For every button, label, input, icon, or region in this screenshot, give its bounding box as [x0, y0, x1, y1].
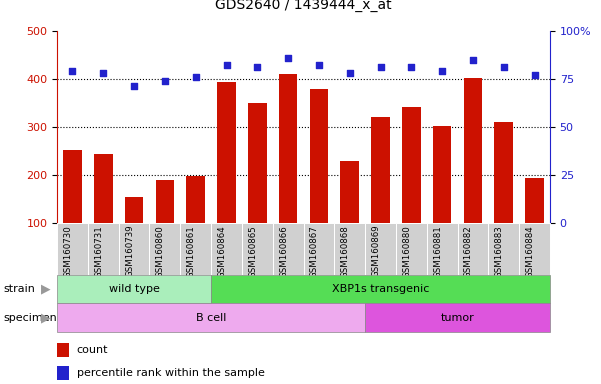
Bar: [180, 223, 211, 275]
Text: GSM160731: GSM160731: [94, 225, 103, 278]
Bar: [119, 223, 150, 275]
Text: GSM160883: GSM160883: [495, 225, 504, 278]
Bar: [57, 366, 70, 380]
Point: [129, 83, 139, 89]
Point: [345, 70, 355, 76]
Text: B cell: B cell: [196, 313, 227, 323]
Point: [438, 68, 447, 74]
Bar: [150, 223, 180, 275]
Text: ▶: ▶: [41, 283, 50, 295]
Text: GSM160868: GSM160868: [341, 225, 350, 278]
Bar: [156, 180, 174, 223]
Point: [99, 70, 108, 76]
Bar: [186, 176, 205, 223]
Bar: [273, 223, 304, 275]
Text: GDS2640 / 1439444_x_at: GDS2640 / 1439444_x_at: [215, 0, 392, 12]
Point: [252, 64, 262, 70]
Text: tumor: tumor: [441, 313, 474, 323]
Bar: [457, 223, 489, 275]
Text: count: count: [77, 345, 108, 355]
Bar: [310, 89, 328, 223]
Bar: [94, 154, 112, 223]
Bar: [495, 122, 513, 223]
Text: GSM160864: GSM160864: [218, 225, 227, 278]
Text: percentile rank within the sample: percentile rank within the sample: [77, 368, 264, 378]
Bar: [489, 223, 519, 275]
Point: [314, 62, 324, 68]
Point: [283, 55, 293, 61]
Point: [222, 62, 231, 68]
Text: GSM160867: GSM160867: [310, 225, 319, 278]
Text: GSM160861: GSM160861: [187, 225, 196, 278]
Text: GSM160869: GSM160869: [371, 225, 380, 277]
Point: [68, 68, 78, 74]
Text: GSM160884: GSM160884: [525, 225, 534, 278]
Point: [191, 74, 201, 80]
Bar: [365, 223, 396, 275]
Bar: [464, 78, 482, 223]
Point: [160, 78, 169, 84]
Bar: [519, 223, 550, 275]
Text: GSM160730: GSM160730: [64, 225, 73, 278]
Text: specimen: specimen: [3, 313, 56, 323]
Point: [529, 72, 539, 78]
Bar: [57, 343, 70, 357]
Text: GSM160866: GSM160866: [279, 225, 288, 278]
Bar: [304, 223, 334, 275]
Bar: [242, 223, 273, 275]
Point: [468, 56, 478, 63]
Point: [499, 64, 508, 70]
Bar: [57, 275, 211, 303]
Bar: [402, 107, 421, 223]
Bar: [433, 126, 451, 223]
Text: GSM160865: GSM160865: [248, 225, 257, 278]
Text: GSM160739: GSM160739: [125, 225, 134, 277]
Bar: [279, 74, 297, 223]
Text: GSM160881: GSM160881: [433, 225, 442, 278]
Bar: [427, 223, 457, 275]
Text: strain: strain: [3, 284, 35, 294]
Point: [406, 64, 416, 70]
Bar: [218, 82, 236, 223]
Text: GSM160882: GSM160882: [464, 225, 473, 278]
Bar: [371, 117, 390, 223]
Text: GSM160860: GSM160860: [156, 225, 165, 278]
Bar: [125, 197, 144, 223]
Bar: [88, 223, 119, 275]
Bar: [365, 303, 550, 332]
Text: GSM160880: GSM160880: [402, 225, 411, 278]
Bar: [525, 178, 544, 223]
Text: XBP1s transgenic: XBP1s transgenic: [332, 284, 429, 294]
Bar: [57, 303, 365, 332]
Bar: [63, 150, 82, 223]
Bar: [211, 223, 242, 275]
Bar: [248, 103, 267, 223]
Point: [376, 64, 385, 70]
Bar: [334, 223, 365, 275]
Bar: [340, 161, 359, 223]
Bar: [396, 223, 427, 275]
Text: ▶: ▶: [41, 311, 50, 324]
Text: wild type: wild type: [109, 284, 159, 294]
Bar: [211, 275, 550, 303]
Bar: [57, 223, 88, 275]
